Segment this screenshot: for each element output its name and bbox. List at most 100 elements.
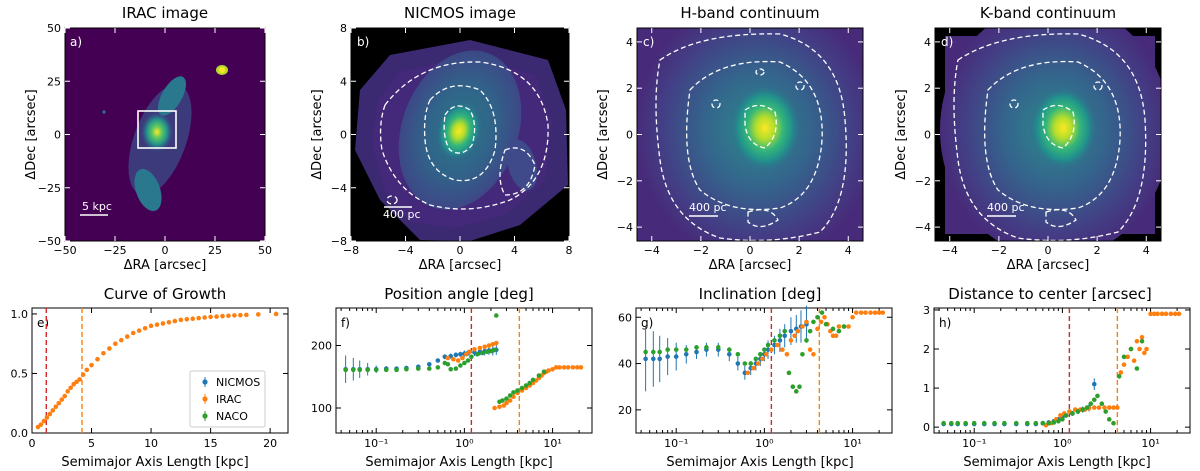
legend-label-naco: NACO: [216, 410, 248, 423]
y-tick-label: 0.5: [11, 367, 29, 380]
series-naco: [941, 338, 1145, 426]
x-tick-label: 15: [204, 437, 218, 450]
data-point: [651, 349, 656, 355]
data-point: [343, 367, 348, 373]
data-point: [745, 370, 751, 376]
image-ytick-label: 4: [626, 36, 633, 49]
data-point: [822, 314, 827, 320]
data-point: [1060, 417, 1065, 422]
data-point: [1131, 358, 1137, 364]
data-point: [527, 380, 532, 386]
data-point: [704, 345, 709, 350]
data-point: [1095, 393, 1100, 399]
panel-b-letter: b): [357, 35, 369, 49]
image-ylabel: ΔDec [arcsec]: [24, 89, 39, 179]
data-point: [493, 340, 499, 346]
data-point: [941, 420, 946, 426]
data-point: [1168, 311, 1174, 317]
data-point: [992, 420, 997, 426]
data-point: [492, 405, 497, 411]
image-xlabel: ΔRA [arcsec]: [419, 258, 502, 273]
data-point: [872, 310, 878, 315]
series-irac: [35, 311, 279, 430]
data-point: [1103, 409, 1109, 414]
panel-g-xlabel: Semimajor Axis Length [kpc]: [666, 455, 853, 470]
data-point: [453, 352, 459, 358]
data-point: [124, 334, 130, 339]
data-point: [488, 348, 494, 354]
data-point: [665, 347, 670, 352]
data-point: [1144, 346, 1149, 352]
data-point: [89, 362, 94, 368]
data-point: [1046, 420, 1052, 426]
data-point: [80, 372, 86, 377]
scalebar-b-label: 400 pc: [383, 208, 421, 221]
image-xtick-label: 4: [845, 244, 852, 257]
image-xtick-label: −8: [343, 244, 359, 257]
image-xtick-label: −4: [644, 244, 660, 257]
panel-e-title: Curve of Growth: [104, 285, 227, 303]
image-ytick-label: −4: [617, 221, 633, 234]
image-xlabel: ΔRA [arcsec]: [124, 258, 207, 273]
panel-e-xlabel: Semimajor Axis Length [kpc]: [61, 455, 248, 470]
data-point: [850, 314, 855, 320]
data-point: [504, 400, 509, 406]
data-point: [797, 384, 802, 390]
y-tick-label: 0: [923, 421, 930, 434]
legend-item-naco: NACO: [202, 410, 248, 423]
series-irac: [745, 310, 886, 376]
data-point: [1151, 311, 1157, 317]
data-point: [202, 315, 207, 320]
data-point: [643, 349, 648, 355]
data-point: [1116, 374, 1122, 379]
data-point: [515, 388, 520, 393]
data-point: [815, 314, 820, 320]
data-point: [673, 354, 679, 359]
data-point: [715, 345, 721, 350]
data-point: [1096, 405, 1102, 410]
panel-g-title: Inclination [deg]: [699, 285, 822, 303]
data-point: [1128, 346, 1134, 352]
image-ytick-label: 0: [340, 129, 347, 142]
data-point: [38, 422, 44, 427]
panel-c-title: H-band continuum: [680, 4, 819, 22]
panel-g-letter: g): [641, 316, 653, 330]
data-point: [435, 358, 441, 363]
panel-g-inclination: Inclination [deg] Semimajor Axis Length …: [618, 285, 893, 470]
data-point: [1091, 397, 1097, 403]
data-point: [788, 328, 794, 334]
x-tick-label: 10¹: [1141, 437, 1159, 450]
panel-d-axes: −4 −2 0 2 4 −4 −2 0 2 4 ΔRA [arcsec] ΔDec [arcsec]: [894, 28, 1161, 273]
data-point: [683, 347, 689, 352]
data-point: [226, 313, 231, 319]
data-point: [1134, 338, 1140, 344]
panel-h-title: Distance to center [arcsec]: [948, 285, 1151, 303]
data-point: [836, 328, 842, 334]
data-point: [561, 365, 567, 370]
data-point: [1159, 311, 1165, 317]
image-xtick-label: −25: [103, 244, 126, 257]
y-tick-label: 3: [923, 304, 930, 317]
data-point: [790, 384, 796, 390]
h-band-galaxy: [637, 28, 863, 241]
data-point: [1013, 420, 1019, 426]
data-point: [394, 367, 399, 373]
data-point: [782, 333, 788, 339]
data-point: [726, 347, 732, 352]
data-point: [462, 360, 467, 366]
image-xtick-label: −4: [942, 244, 958, 257]
data-point: [574, 365, 580, 370]
data-point: [469, 354, 474, 360]
data-point: [1106, 417, 1112, 422]
k-band-contours: [953, 33, 1147, 241]
data-point: [507, 398, 513, 403]
data-point: [557, 365, 562, 370]
data-point: [214, 314, 219, 319]
data-point: [184, 317, 190, 322]
data-point: [673, 347, 679, 352]
data-point: [735, 361, 741, 366]
data-point: [467, 349, 473, 355]
data-point: [1134, 366, 1140, 371]
y-tick-label: 20: [618, 404, 632, 417]
